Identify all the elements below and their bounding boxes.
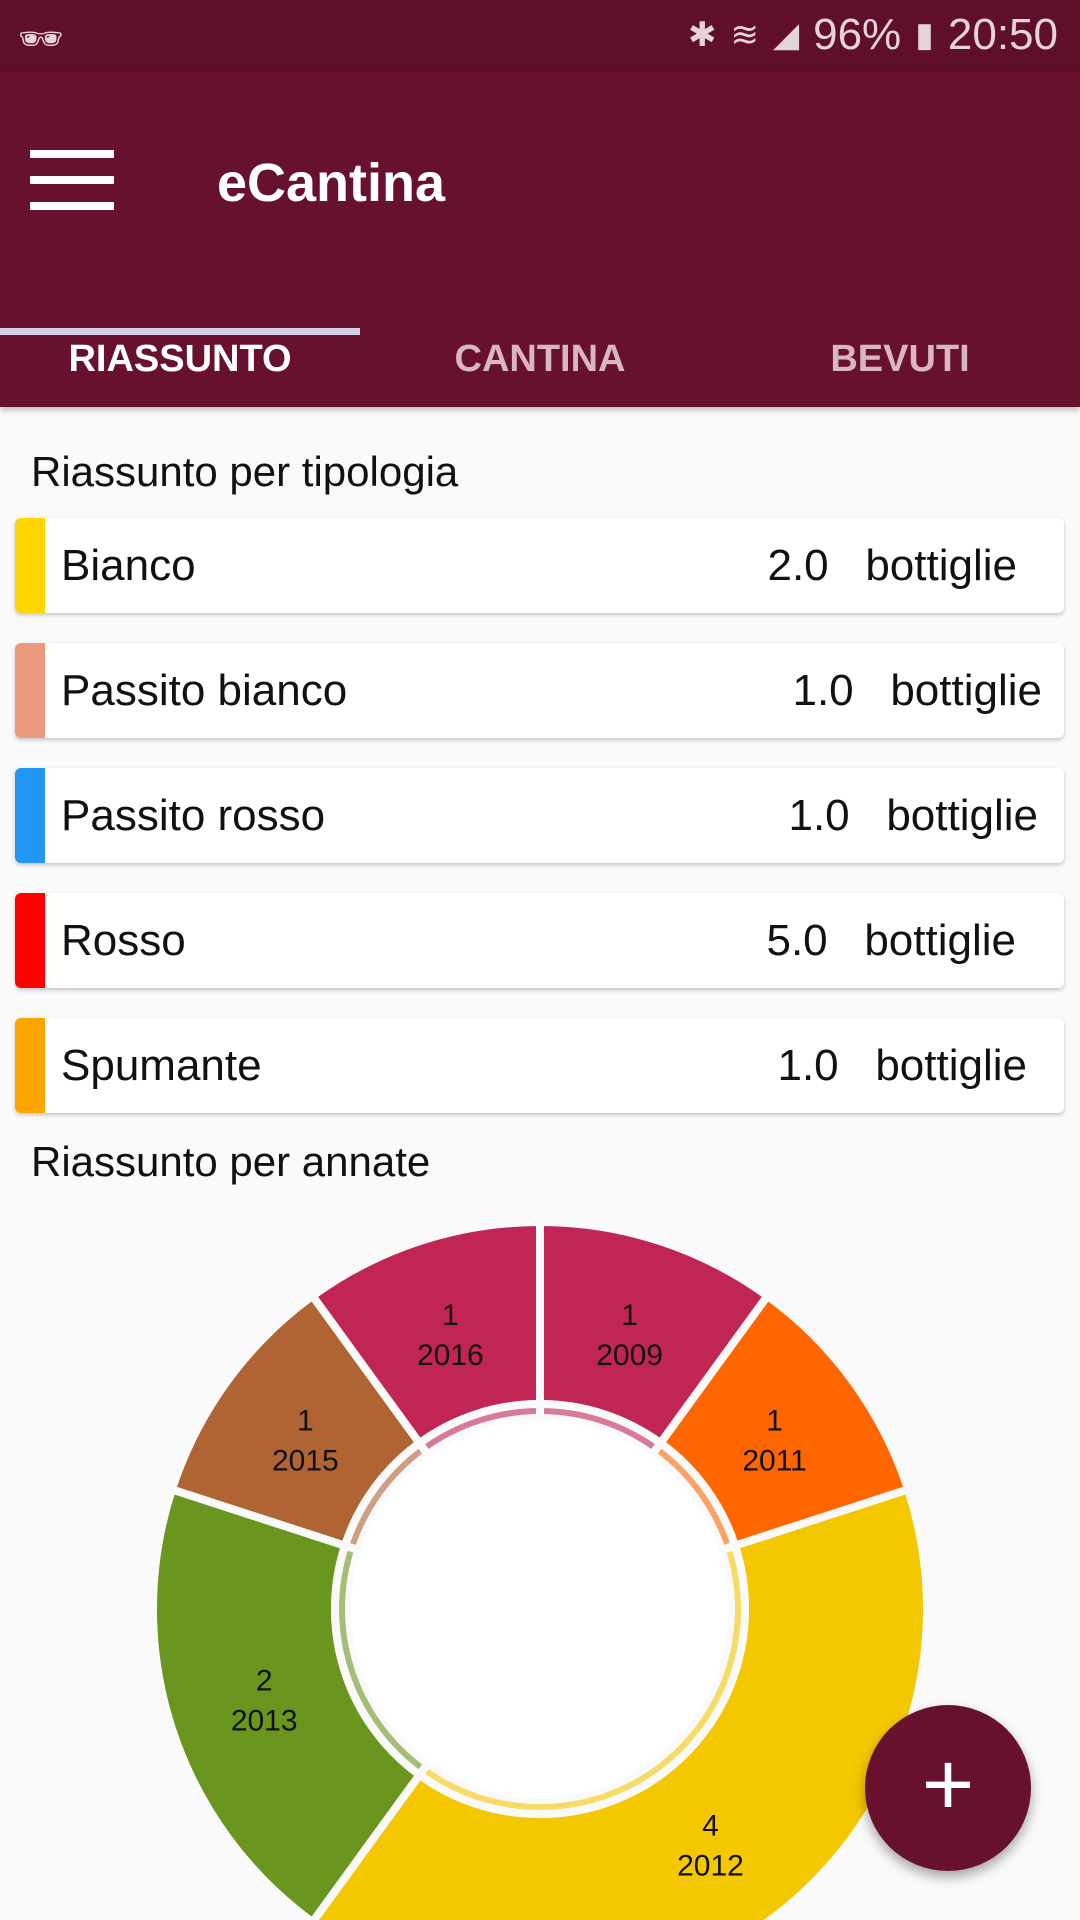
tab-bevuti[interactable]: BEVUTI [830,338,970,380]
typology-row[interactable]: Spumante 1.0 bottiglie [15,1018,1064,1113]
app-title: eCantina [217,153,446,213]
slice-label-count: 1 [442,1299,459,1332]
incognito-icon: 🕶 [18,18,64,59]
typology-row[interactable]: Bianco 2.0 bottiglie [15,518,1064,613]
slice-label-year: 2015 [272,1445,339,1478]
add-button[interactable]: + [865,1705,1031,1871]
typology-name: Passito bianco [61,666,348,715]
hamburger-menu-icon[interactable] [30,150,114,210]
typology-name: Spumante [61,1041,262,1090]
typology-color-bar [15,893,45,988]
typology-color-bar [15,768,45,863]
slice-label-year: 2009 [596,1339,663,1372]
slice-label-count: 2 [256,1665,273,1698]
slice-label-year: 2011 [742,1445,807,1478]
tab-riassunto[interactable]: RIASSUNTO [68,338,292,380]
typology-count: 1.0 bottiglie [777,1041,1027,1090]
slice-label-count: 1 [621,1299,638,1332]
typology-name: Bianco [61,541,196,590]
slice-label-count: 1 [766,1405,783,1438]
donut-hole [351,1420,729,1798]
typology-section-title: Riassunto per tipologia [31,448,459,495]
typology-row[interactable]: Passito rosso 1.0 bottiglie [15,768,1064,863]
slice-label-count: 4 [702,1810,719,1843]
typology-count: 5.0 bottiglie [766,916,1016,965]
signal-icon: ◢ [772,16,800,54]
battery-level: 96% [813,10,902,59]
slice-label-year: 2016 [417,1339,484,1372]
typology-name: Passito rosso [61,791,326,840]
slice-label-count: 1 [297,1405,314,1438]
app-bar: eCantina RIASSUNTO CANTINA BEVUTI [0,72,1080,407]
donut-inner-ring-2016 [413,1399,544,1461]
typology-color-bar [15,643,45,738]
typology-color-bar [15,1018,45,1113]
typology-name: Rosso [61,916,186,965]
clock: 20:50 [947,10,1058,59]
tab-indicator [0,328,360,335]
typology-color-bar [15,518,45,613]
tab-bar: RIASSUNTO CANTINA BEVUTI [0,312,1080,407]
typology-count: 1.0 bottiglie [788,791,1038,840]
typology-count: 2.0 bottiglie [767,541,1017,590]
slice-label-year: 2013 [231,1705,298,1738]
vintage-section-title: Riassunto per annate [31,1138,431,1185]
status-bar: 🕶 ✱ ≋ ◢ 96% ▮ 20:50 [0,0,1080,72]
wifi-icon: ≋ [730,16,759,54]
bluetooth-icon: ✱ [687,16,717,54]
battery-charging-icon: ▮ [915,16,934,54]
slice-label-year: 2012 [677,1850,744,1883]
typology-count: 1.0 bottiglie [792,666,1042,715]
typology-row[interactable]: Passito bianco 1.0 bottiglie [15,643,1064,738]
tab-cantina[interactable]: CANTINA [454,338,626,380]
typology-row[interactable]: Rosso 5.0 bottiglie [15,893,1064,988]
